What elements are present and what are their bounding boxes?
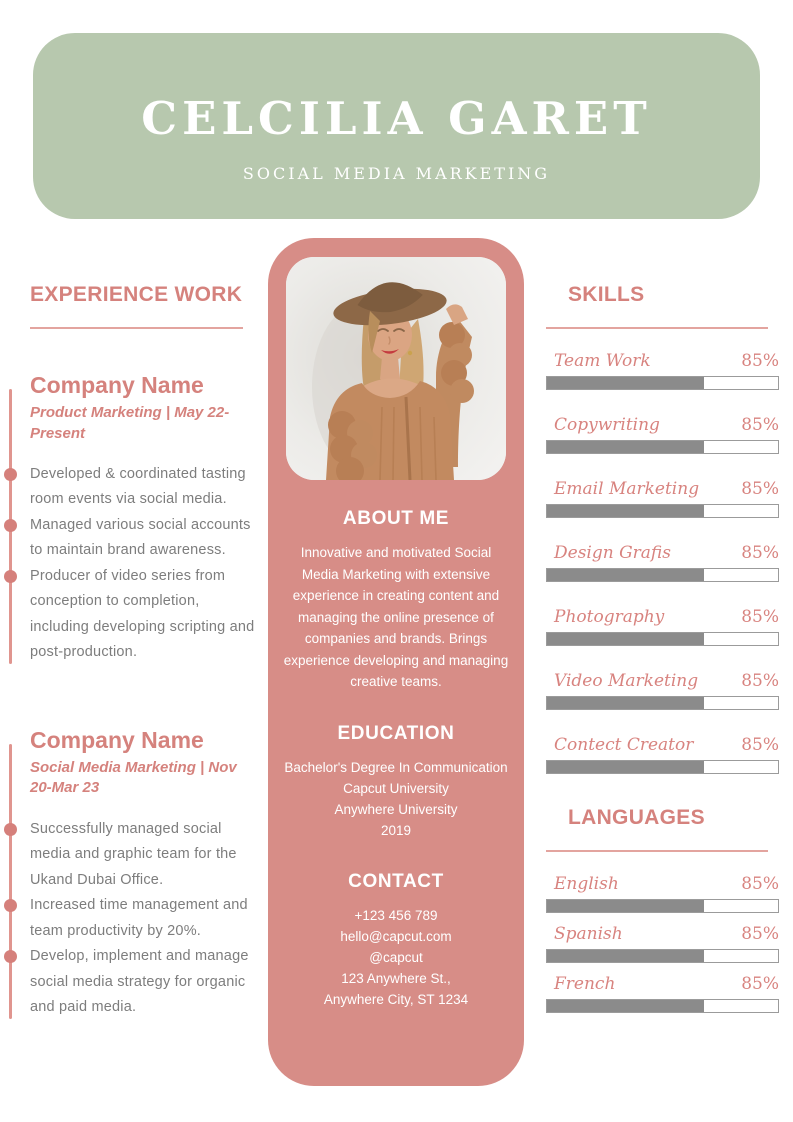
company-name: Company Name xyxy=(30,372,204,398)
contact-heading: CONTACT xyxy=(348,870,444,892)
contact-handle: @capcut xyxy=(369,949,423,965)
job-entry-2: Company Name Social Media Marketing | No… xyxy=(4,726,262,1021)
skill-bar-fill xyxy=(547,377,705,389)
job-bullet: Increased time management and team produ… xyxy=(4,893,262,944)
languages-section: LANGUAGES English 85% Spanish 85% xyxy=(546,806,779,1013)
profile-panel: ABOUT ME Innovative and motivated Social… xyxy=(268,238,524,1086)
skill-bar xyxy=(546,504,779,518)
languages-heading: LANGUAGES xyxy=(568,806,705,829)
skill-name: Email Marketing xyxy=(554,479,700,499)
skill-percent: 85% xyxy=(741,735,779,755)
contact-email: hello@capcut.com xyxy=(340,928,452,944)
job-bullet: Managed various social accounts to maint… xyxy=(4,513,262,564)
skill-bar xyxy=(546,760,779,774)
education-degree: Bachelor's Degree In Communication xyxy=(284,759,508,775)
language-bar-fill xyxy=(547,900,705,912)
job-entry-1: Company Name Product Marketing | May 22-… xyxy=(4,372,262,666)
about-text: Innovative and motivated Social Media Ma… xyxy=(283,545,509,689)
profile-photo-illustration xyxy=(286,257,506,480)
skills-list: Team Work 85% Copywriting 85% Email Mark… xyxy=(546,351,779,774)
skill-percent: 85% xyxy=(741,415,779,435)
language-name: French xyxy=(554,974,616,994)
skill-name: Copywriting xyxy=(554,415,660,435)
contact-address-line2: Anywhere City, ST 1234 xyxy=(323,991,469,1007)
person-name: CELCILIA GARET xyxy=(141,92,652,145)
job-bullets: Successfully managed social media and gr… xyxy=(4,817,262,1021)
language-percent: 85% xyxy=(741,974,779,994)
language-percent: 85% xyxy=(741,924,779,944)
skill-bar xyxy=(546,376,779,390)
skills-heading: SKILLS xyxy=(568,283,645,306)
skill-item: Design Grafis 85% xyxy=(546,543,779,582)
skill-bar-fill xyxy=(547,761,705,773)
contact-details: +123 456 789 hello@capcut.com @capcut 12… xyxy=(268,905,524,1010)
company-name: Company Name xyxy=(30,726,204,753)
language-bar-fill xyxy=(547,1000,705,1012)
skills-languages-column: SKILLS Team Work 85% Copywriting 85% Ema… xyxy=(546,283,779,1024)
education-school: Anywhere University xyxy=(334,801,458,817)
person-title: SOCIAL MEDIA MARKETING xyxy=(242,164,551,184)
language-percent: 85% xyxy=(741,874,779,894)
language-bar xyxy=(546,949,779,963)
languages-list: English 85% Spanish 85% French 85% xyxy=(546,874,779,1013)
skill-item: Email Marketing 85% xyxy=(546,479,779,518)
timeline-line xyxy=(9,743,12,1019)
language-bar-fill xyxy=(547,950,705,962)
skill-item: Contect Creator 85% xyxy=(546,735,779,774)
skill-item: Video Marketing 85% xyxy=(546,671,779,710)
skill-percent: 85% xyxy=(741,607,779,627)
skill-item: Copywriting 85% xyxy=(546,415,779,454)
skill-percent: 85% xyxy=(741,671,779,691)
skill-bar-fill xyxy=(547,441,705,453)
skill-name: Contect Creator xyxy=(554,735,694,755)
language-bar xyxy=(546,999,779,1013)
skill-item: Photography 85% xyxy=(546,607,779,646)
job-meta: Social Media Marketing | Nov 20-Mar 23 xyxy=(30,759,237,797)
skill-bar xyxy=(546,568,779,582)
language-item: Spanish 85% xyxy=(546,924,779,963)
skill-name: Design Grafis xyxy=(554,543,671,563)
job-meta: Product Marketing | May 22-Present xyxy=(30,404,230,442)
skill-percent: 85% xyxy=(741,479,779,499)
experience-heading: EXPERIENCE WORK xyxy=(30,283,243,306)
language-name: English xyxy=(554,874,619,894)
education-year: 2019 xyxy=(380,822,412,838)
header-banner: CELCILIA GARET SOCIAL MEDIA MARKETING xyxy=(33,33,760,219)
languages-divider xyxy=(546,850,768,852)
job-bullet: Successfully managed social media and gr… xyxy=(4,817,262,894)
language-bar xyxy=(546,899,779,913)
language-item: French 85% xyxy=(546,974,779,1013)
education-details: Bachelor's Degree In Communication Capcu… xyxy=(268,757,524,841)
skill-name: Photography xyxy=(554,607,665,627)
contact-address-line1: 123 Anywhere St., xyxy=(341,970,451,986)
job-bullet: Producer of video series from conception… xyxy=(4,564,262,666)
skill-bar-fill xyxy=(547,697,705,709)
contact-phone: +123 456 789 xyxy=(354,907,438,923)
language-name: Spanish xyxy=(554,924,623,944)
education-school: Capcut University xyxy=(343,780,449,796)
skill-percent: 85% xyxy=(741,351,779,371)
skill-bar xyxy=(546,440,779,454)
job-bullets: Developed & coordinated tasting room eve… xyxy=(4,462,262,666)
skill-name: Team Work xyxy=(554,351,651,371)
skill-bar xyxy=(546,632,779,646)
skills-divider xyxy=(546,327,768,329)
skill-item: Team Work 85% xyxy=(546,351,779,390)
skill-percent: 85% xyxy=(741,543,779,563)
skill-bar-fill xyxy=(547,569,705,581)
experience-section: EXPERIENCE WORK Company Name Product Mar… xyxy=(4,283,262,1021)
skill-bar xyxy=(546,696,779,710)
job-bullet: Develop, implement and manage social med… xyxy=(4,944,262,1021)
job-bullet: Developed & coordinated tasting room eve… xyxy=(4,462,262,513)
experience-divider xyxy=(30,327,243,329)
skill-bar-fill xyxy=(547,633,705,645)
skill-name: Video Marketing xyxy=(554,671,699,691)
profile-photo xyxy=(286,257,506,480)
language-item: English 85% xyxy=(546,874,779,913)
education-heading: EDUCATION xyxy=(337,722,455,744)
about-heading: ABOUT ME xyxy=(342,508,450,529)
skill-bar-fill xyxy=(547,505,705,517)
